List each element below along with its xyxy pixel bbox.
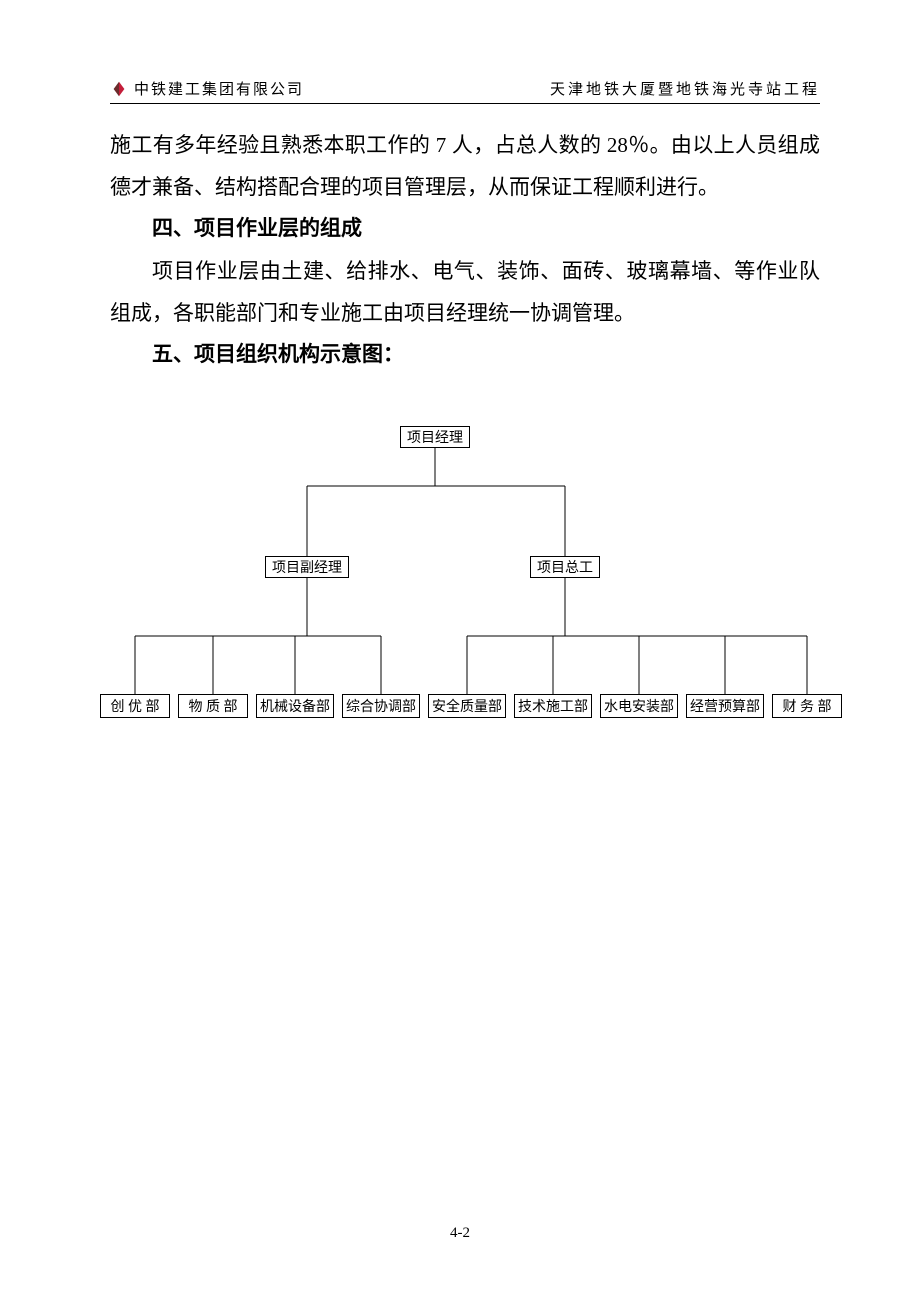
org-chart-connectors: [100, 426, 820, 726]
paragraph-continuation: 施工有多年经验且熟悉本职工作的 7 人，占总人数的 28％。由以上人员组成德才兼…: [110, 124, 820, 208]
org-node-d1: 创 优 部: [100, 694, 170, 718]
paragraph-section-4: 项目作业层由土建、给排水、电气、装饰、面砖、玻璃幕墙、等作业队组成，各职能部门和…: [110, 250, 820, 334]
org-node-vice: 项目副经理: [265, 556, 349, 578]
org-node-d4: 综合协调部: [342, 694, 420, 718]
page-number: 4-2: [0, 1225, 920, 1242]
org-node-root: 项目经理: [400, 426, 470, 448]
heading-section-4: 四、项目作业层的组成: [110, 208, 820, 250]
org-node-d5: 安全质量部: [428, 694, 506, 718]
header-left: 中铁建工集团有限公司: [110, 78, 304, 99]
org-node-d6: 技术施工部: [514, 694, 592, 718]
document-body: 施工有多年经验且熟悉本职工作的 7 人，占总人数的 28％。由以上人员组成德才兼…: [110, 124, 820, 376]
org-node-d7: 水电安装部: [600, 694, 678, 718]
company-logo-icon: [110, 80, 128, 98]
page-header: 中铁建工集团有限公司 天津地铁大厦暨地铁海光寺站工程: [110, 78, 820, 104]
org-node-d8: 经营预算部: [686, 694, 764, 718]
org-node-d2: 物 质 部: [178, 694, 248, 718]
project-name: 天津地铁大厦暨地铁海光寺站工程: [550, 78, 820, 99]
company-name: 中铁建工集团有限公司: [134, 78, 304, 99]
org-node-d9: 财 务 部: [772, 694, 842, 718]
org-node-chief: 项目总工: [530, 556, 600, 578]
page: 中铁建工集团有限公司 天津地铁大厦暨地铁海光寺站工程 施工有多年经验且熟悉本职工…: [0, 0, 920, 1302]
org-node-d3: 机械设备部: [256, 694, 334, 718]
heading-section-5: 五、项目组织机构示意图：: [110, 334, 820, 376]
org-chart: 项目经理项目副经理 项目总工创 优 部物 质 部机械设备部综合协调部安全质量部技术…: [100, 426, 820, 726]
